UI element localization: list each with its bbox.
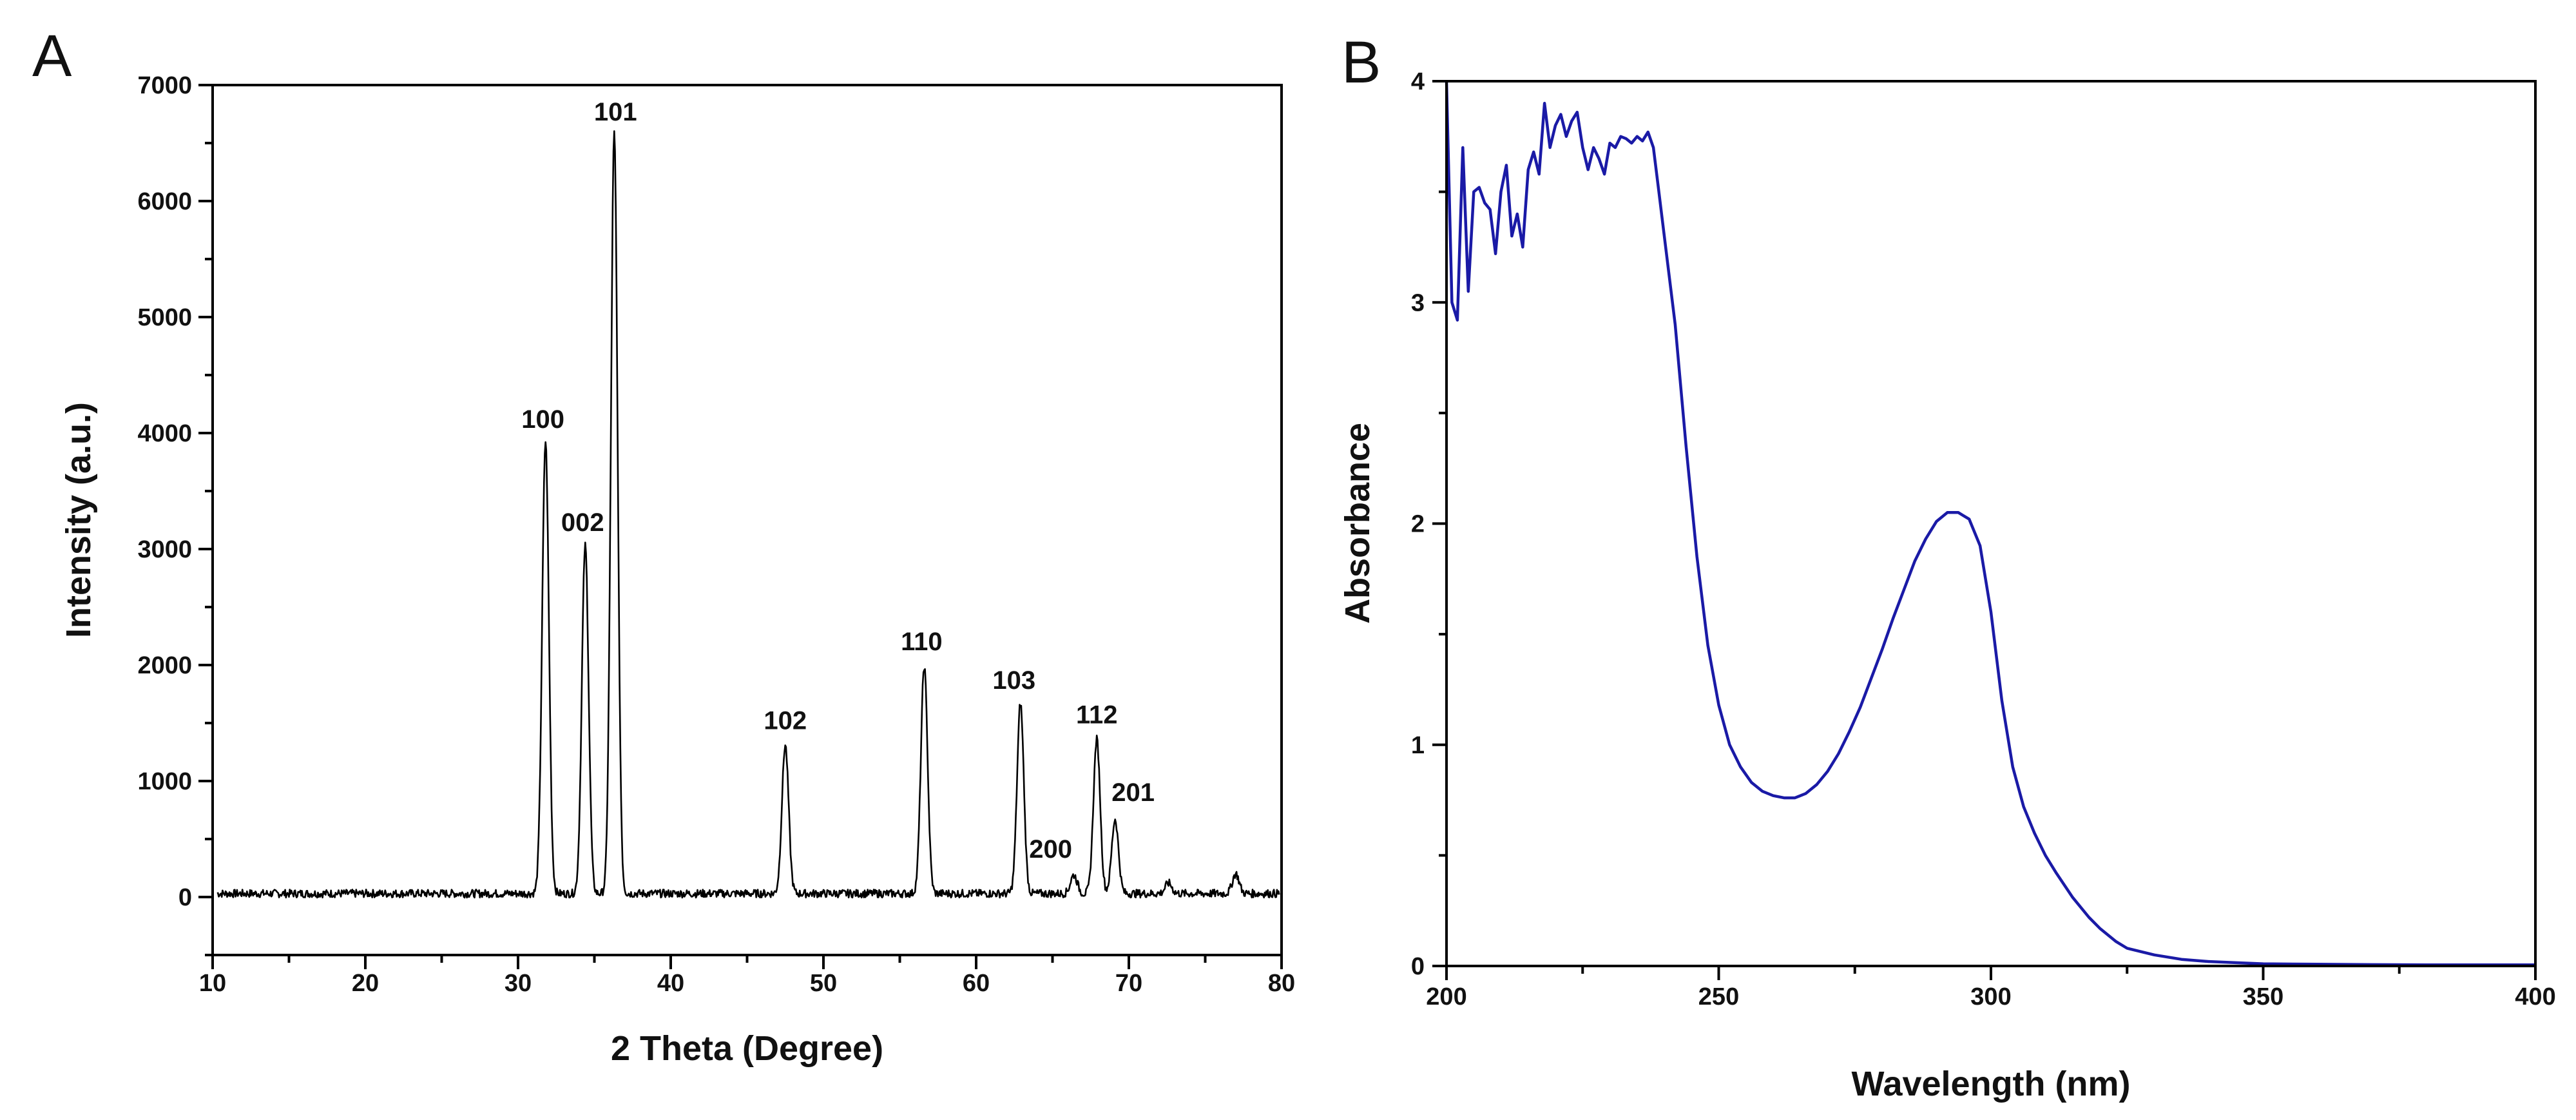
panela-y-tick-label: 4000 <box>137 420 192 447</box>
panel-b-plot-frame <box>1445 80 2537 967</box>
panel-a-y-axis-title: Intensity (a.u.) <box>59 402 98 638</box>
panel-b-x-axis-title: Wavelength (nm) <box>1851 1065 2130 1103</box>
panela-x-tick-label: 50 <box>810 970 837 997</box>
panelb-x-tick-label: 200 <box>1426 983 1466 1010</box>
panelb-y-tick-label: 0 <box>1411 953 1425 980</box>
panelb-y-tick-label: 1 <box>1411 732 1425 759</box>
panela-y-tick-label: 6000 <box>137 188 192 215</box>
peak-label-002: 002 <box>561 508 604 537</box>
peak-label-110: 110 <box>901 628 943 656</box>
panel-b-letter: B <box>1341 30 1381 95</box>
panelb-y-tick-label: 3 <box>1411 289 1425 316</box>
panelb-x-tick-label: 250 <box>1698 983 1739 1010</box>
panel-a-tick-labels: 10 20 30 40 50 60 70 80 0 1000 2000 3000 4000 5000 600… <box>137 72 1295 997</box>
panelb-x-tick-label: 350 <box>2243 983 2283 1010</box>
panel-b-tick-labels: 200 250 300 350 400 0 1 2 3 4 <box>1411 68 2556 1010</box>
xrd-pattern-line <box>216 130 1280 899</box>
panelb-y-tick-label: 4 <box>1411 68 1425 95</box>
peak-label-200: 200 <box>1029 835 1072 864</box>
panela-y-tick-label: 2000 <box>137 652 192 679</box>
panela-y-tick-label: 5000 <box>137 304 192 331</box>
panela-x-tick-label: 30 <box>505 970 532 997</box>
panel-a: A 10 20 30 40 50 60 70 80 0 1000 2000 3000 4000 5000 6… <box>32 23 1295 1068</box>
panela-x-tick-label: 70 <box>1115 970 1142 997</box>
peak-label-101: 101 <box>594 98 637 126</box>
peak-label-112: 112 <box>1076 701 1118 729</box>
peak-label-103: 103 <box>992 666 1035 695</box>
panel-a-peak-labels: 100 002 101 102 110 103 200 112 201 <box>521 98 1155 864</box>
panelb-y-tick-label: 2 <box>1411 511 1425 538</box>
peak-label-100: 100 <box>521 405 564 434</box>
panela-y-tick-label: 0 <box>178 884 192 911</box>
panel-b: B 200 250 300 350 400 0 1 2 3 4 Wavelength (nm) A… <box>1338 30 2556 1103</box>
panela-y-tick-label: 1000 <box>137 768 192 795</box>
panelb-x-tick-label: 300 <box>1970 983 2011 1010</box>
panela-x-tick-label: 60 <box>963 970 990 997</box>
panela-y-tick-label: 7000 <box>137 72 192 99</box>
panela-x-tick-label: 40 <box>657 970 684 997</box>
absorbance-line <box>1445 81 2535 967</box>
panel-a-x-axis-title: 2 Theta (Degree) <box>611 1029 883 1068</box>
peak-label-102: 102 <box>764 707 807 735</box>
panela-x-tick-label: 10 <box>199 970 226 997</box>
panel-b-y-axis-title: Absorbance <box>1338 423 1377 624</box>
panelb-x-tick-label: 400 <box>2515 983 2555 1010</box>
panel-a-letter: A <box>32 23 72 89</box>
panel-a-plot-frame <box>211 84 1283 956</box>
panela-y-tick-label: 3000 <box>137 536 192 563</box>
panela-x-tick-label: 20 <box>352 970 379 997</box>
peak-label-201: 201 <box>1111 778 1155 807</box>
panel-b-ticks <box>1432 80 2537 980</box>
panela-x-tick-label: 80 <box>1268 970 1295 997</box>
panel-a-ticks <box>198 84 1283 969</box>
